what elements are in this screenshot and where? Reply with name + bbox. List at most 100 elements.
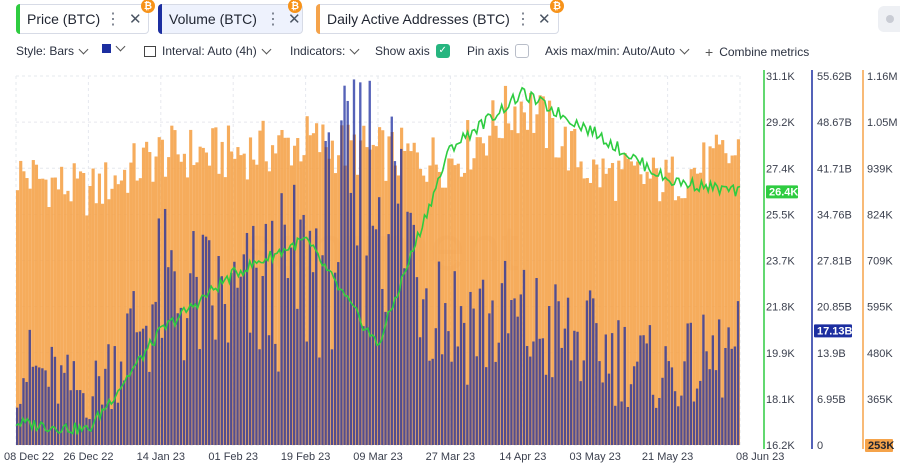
volume-bar [614,405,617,445]
volume-bar [100,404,104,445]
volume-bar [289,247,293,445]
volume-bar [104,368,107,445]
volume-bar [639,335,642,445]
addresses-bar [330,140,334,446]
price-line [15,86,741,435]
volume-bar [296,308,299,445]
volume-bar [198,349,201,445]
checkbox-unchecked-icon[interactable] [515,44,530,58]
volume-bar [25,381,28,445]
volume-bar [579,381,582,445]
close-icon[interactable]: ✕ [288,11,301,28]
volume-bar [85,417,88,445]
addresses-bar [318,152,322,445]
addresses-bar [576,167,580,445]
volume-bar [538,338,541,445]
volume-bar [711,335,715,445]
volume-bar [63,372,66,445]
more-options-icon[interactable]: ⋮ [265,11,281,28]
bitcoin-icon: ₿ [141,0,155,13]
close-icon[interactable]: ✕ [538,11,551,28]
addresses-bar [211,128,215,445]
color-selector[interactable] [102,41,126,53]
x-axis-tick: 14 Jan 23 [137,451,185,463]
volume-bar [472,308,475,445]
more-options-icon[interactable]: ⋮ [515,11,531,28]
volume-bar [173,271,176,445]
volume-bar [283,224,286,445]
volume-bar [462,322,466,445]
volume-bar [204,236,208,445]
volume-bar [566,297,570,445]
plus-icon: + [705,44,714,60]
volume-bar [535,278,538,445]
addresses-bar [677,196,681,445]
close-icon[interactable]: ✕ [129,11,142,28]
addresses-bar [529,92,533,446]
volume-bar [248,332,252,445]
addresses-bar [629,161,633,445]
more-options-icon[interactable]: ⋮ [105,11,121,28]
addresses-bar [226,125,231,446]
volume-bar [699,380,702,445]
volume-bar [447,331,450,445]
volume-bar [648,325,652,445]
addresses-bar [648,178,652,445]
volume-bar [570,360,573,445]
volume-bar [333,272,337,445]
addresses-bar [305,116,309,445]
interval-selector[interactable]: Interval: Auto (4h) [144,44,272,58]
show-axis-toggle[interactable]: Show axis ✓ [375,44,450,58]
pin-axis-toggle[interactable]: Pin axis [467,44,530,58]
volume-color-marker [158,4,162,34]
color-swatch [102,44,111,53]
addresses-bar [598,187,602,445]
volume-bar [116,402,120,445]
volume-bar [138,331,142,445]
volume-bar [255,267,258,445]
volume-bar [390,116,393,446]
combine-metrics-button[interactable]: + Combine metrics [705,44,809,60]
volume-bar [69,390,72,445]
volume-bar [252,225,255,445]
volume-bar [677,406,680,445]
dot-icon [886,15,894,23]
metric-label-price: Price (BTC) [27,11,101,27]
volume-bar [645,343,648,445]
axis-minmax-selector[interactable]: Axis max/min: Auto/Auto [545,44,690,58]
price-axis-tick: 16.2K [766,440,795,452]
addresses-bar [431,137,435,445]
metric-chip-price[interactable]: Price (BTC) ⋮ ✕ ₿ [16,0,155,34]
style-selector[interactable]: Style: Bars [16,44,89,58]
addresses-bar [680,198,684,445]
volume-bar [129,308,132,445]
addresses-bar [381,130,385,445]
volume-bar [623,326,626,445]
price-axis-tick: 29.2K [766,117,795,129]
metric-chip-addresses[interactable]: Daily Active Addresses (BTC) ⋮ ✕ ₿ [316,0,564,34]
volume-bar [655,407,658,445]
volume-bar [686,323,689,445]
addresses-bar [88,186,92,445]
side-panel-toggle[interactable] [878,6,900,32]
volume-bar [522,269,526,445]
volume-bar [185,318,189,445]
indicators-selector[interactable]: Indicators: [290,44,360,58]
addresses-bar [705,186,709,445]
addresses-bar [141,147,146,446]
addresses-bar [34,164,39,445]
volume-bar [730,348,733,445]
volume-bar [56,403,60,445]
axis-minmax-label: Axis max/min: Auto/Auto [545,44,676,58]
volume-bar [673,391,677,445]
addresses-bar [655,168,659,445]
volume-bar [267,335,271,445]
price-current-badge-bg [766,185,798,199]
volume-bar [365,255,368,445]
volume-bar [519,294,523,445]
metric-chip-volume[interactable]: Volume (BTC) ⋮ ✕ ₿ [158,0,303,34]
addresses-bar [94,203,98,445]
checkbox-checked-icon[interactable]: ✓ [435,44,450,58]
addresses-bar [538,95,542,446]
